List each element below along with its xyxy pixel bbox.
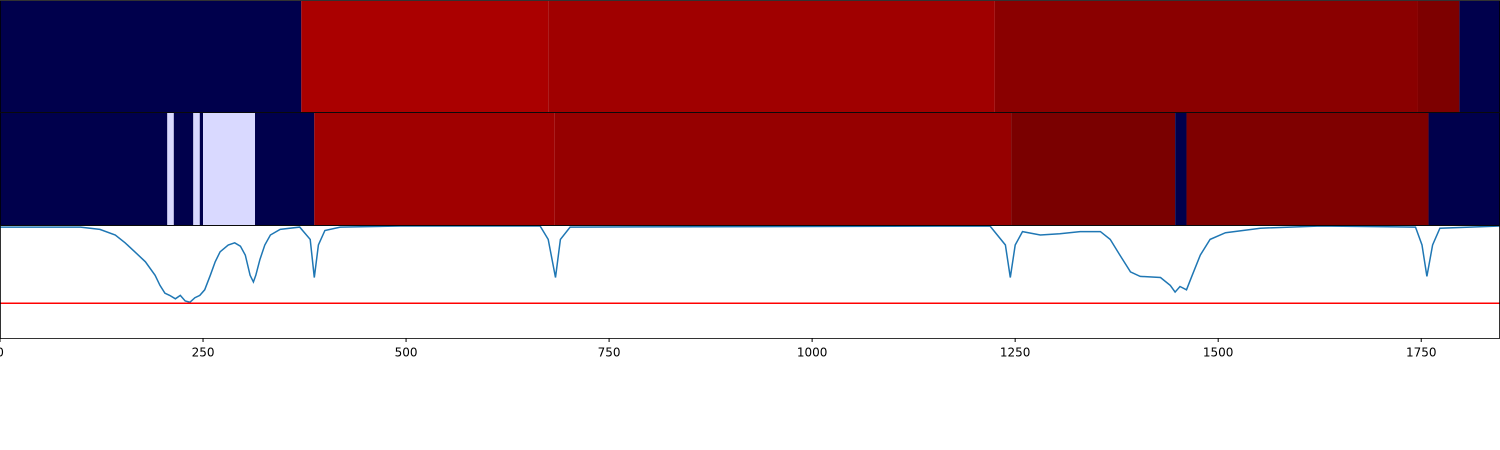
strip-segment — [1011, 113, 1176, 225]
strip-segment — [199, 113, 204, 225]
strip-segment — [994, 1, 1418, 112]
strip-segment — [1175, 113, 1187, 225]
strip-segment — [1417, 1, 1460, 112]
x-tick-label: 1000 — [797, 346, 828, 360]
strip-segment — [193, 113, 200, 225]
x-tick-label: 1750 — [1406, 346, 1437, 360]
strip-segment — [203, 113, 256, 225]
series-line — [0, 225, 1500, 304]
x-tick-label: 1500 — [1203, 346, 1234, 360]
x-tick-label: 750 — [598, 346, 621, 360]
x-tick-label: 250 — [192, 346, 215, 360]
strip-segment — [554, 113, 1012, 225]
x-tick-label: 0 — [0, 346, 4, 360]
strip-segment — [1186, 113, 1429, 225]
strip-segment — [1428, 113, 1500, 225]
panel-frame — [0, 225, 1500, 339]
strip-segment — [173, 113, 194, 225]
strip-segment — [314, 113, 555, 225]
strip-segment — [301, 1, 549, 112]
x-tick-label: 500 — [395, 346, 418, 360]
x-tick-label: 1250 — [1000, 346, 1031, 360]
strip-segment — [167, 113, 174, 225]
strip-segment — [1459, 1, 1500, 112]
strip-segment — [255, 113, 315, 225]
strip-segment — [0, 113, 168, 225]
strip-segment — [0, 1, 302, 112]
strip-segment — [548, 1, 995, 112]
